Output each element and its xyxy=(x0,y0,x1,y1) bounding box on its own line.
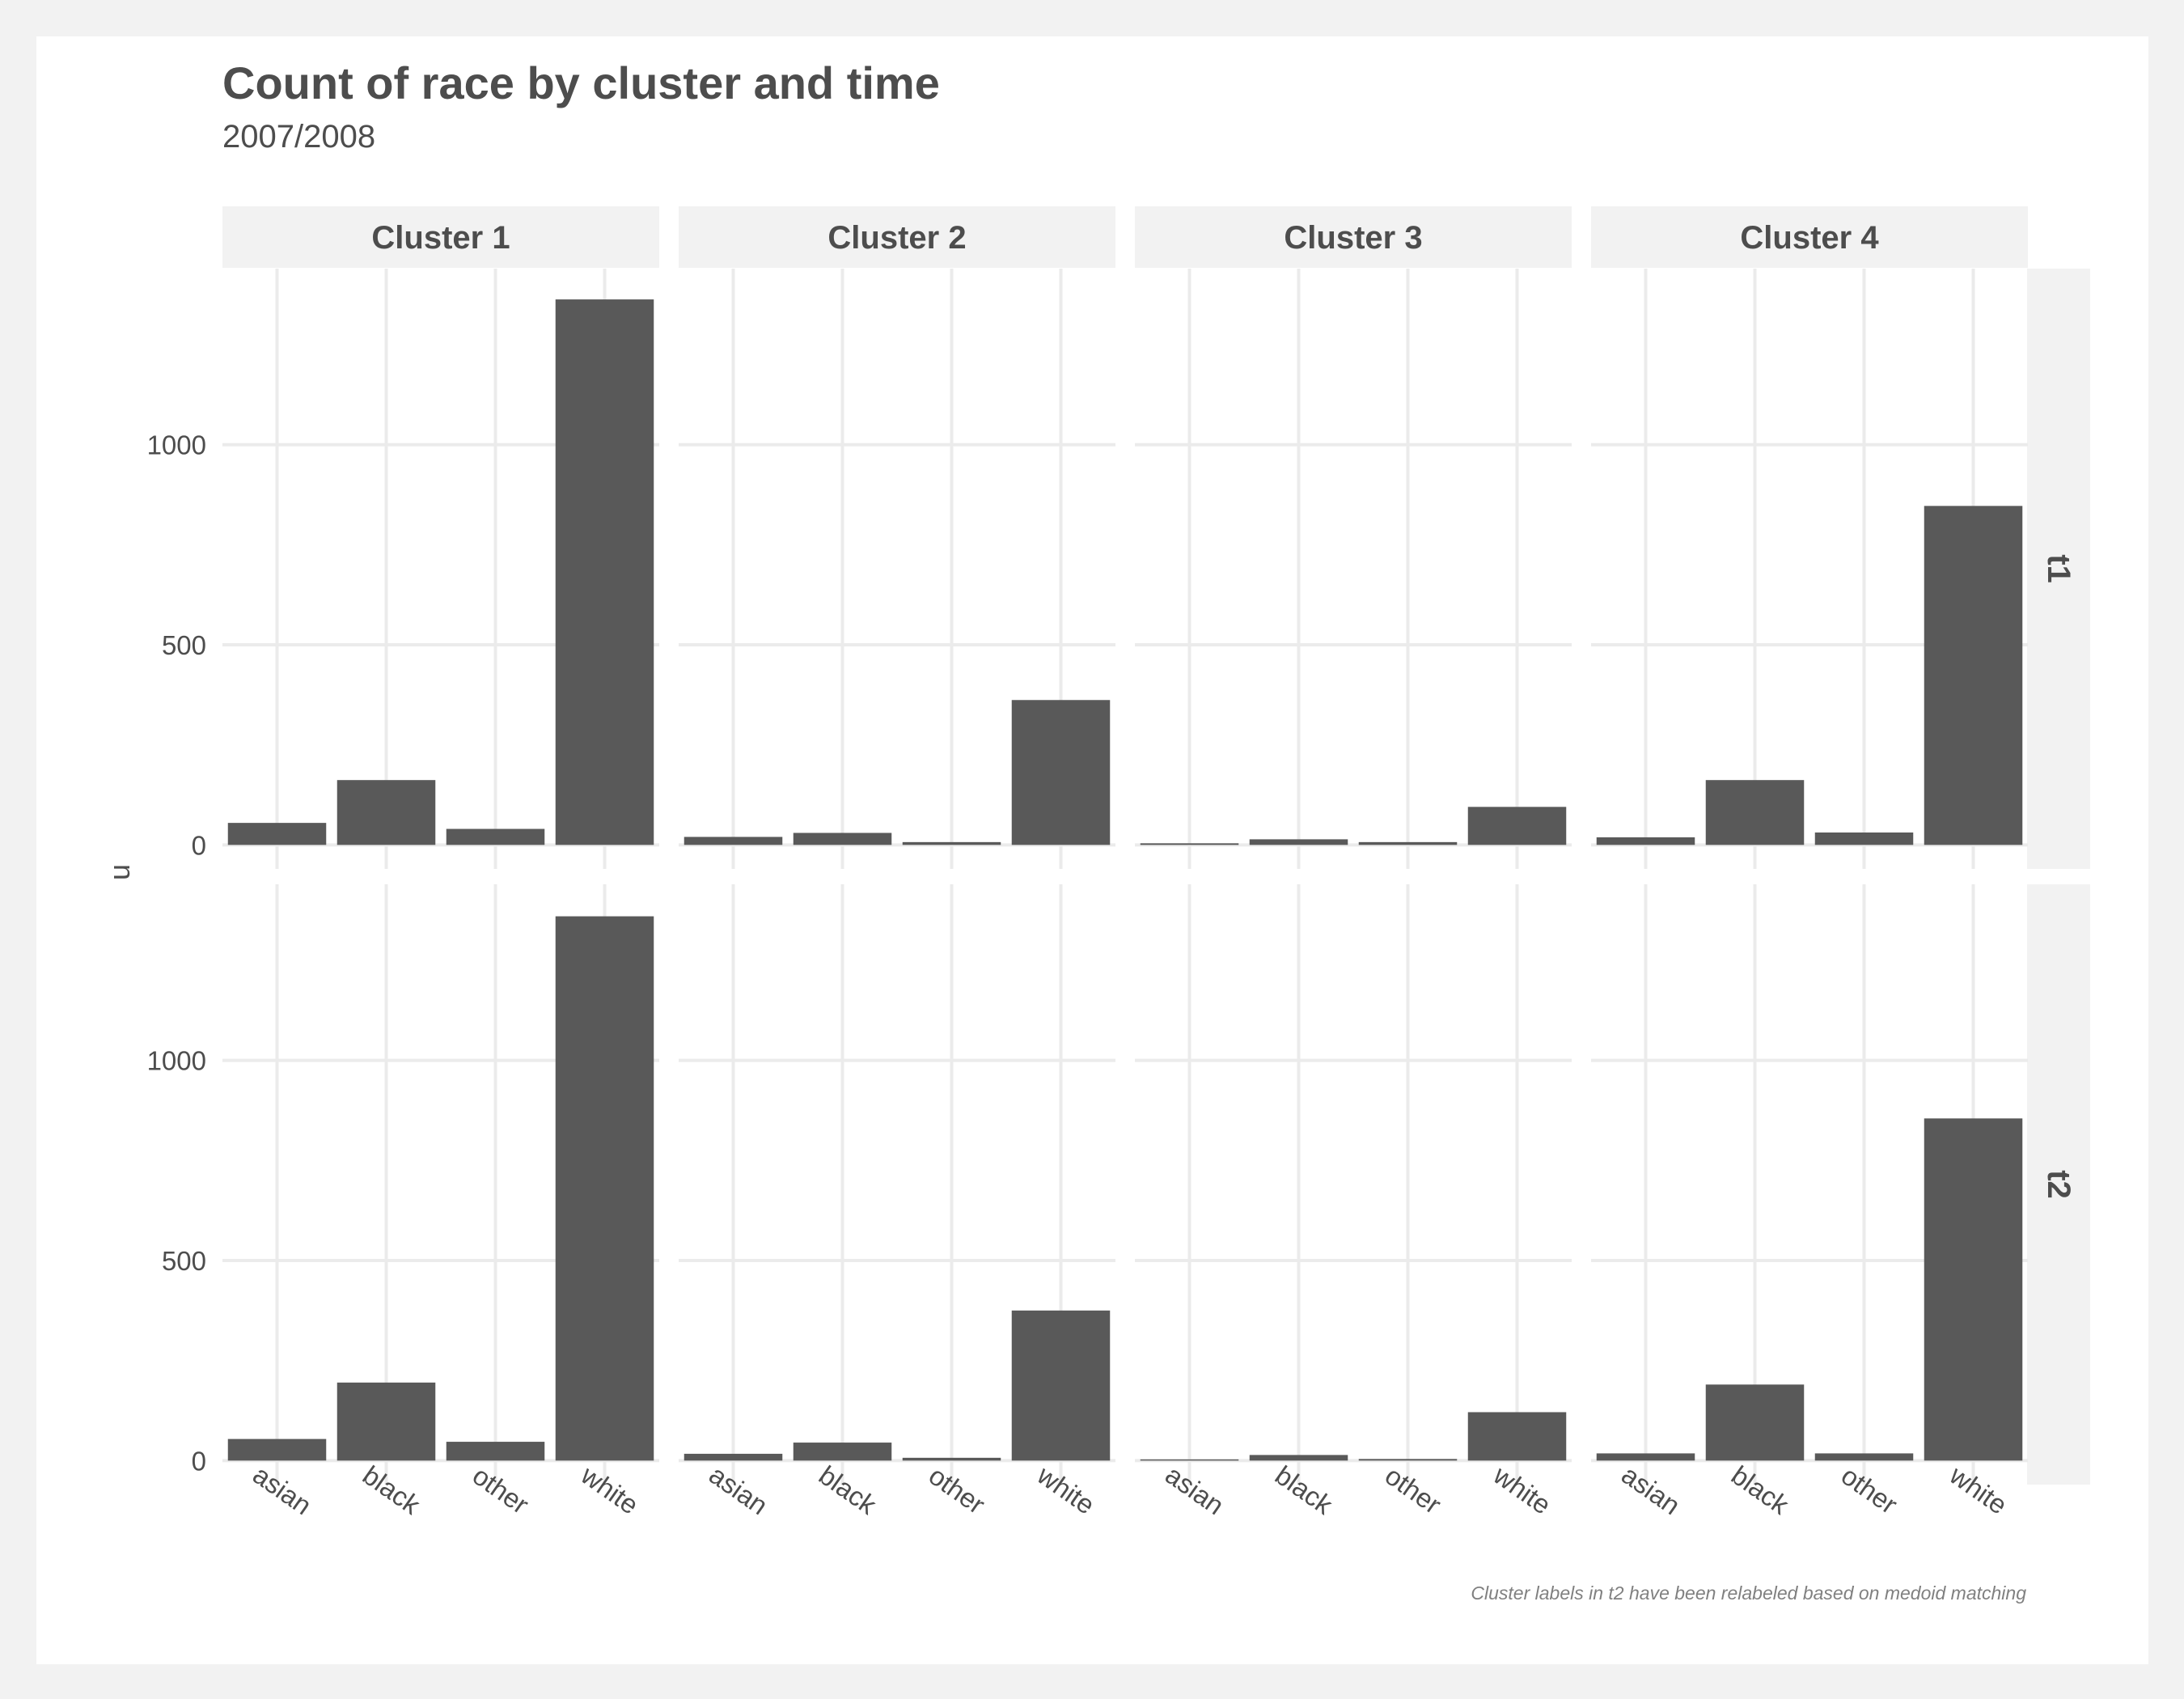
x-tick-label: black xyxy=(358,1460,426,1520)
plot-layer: Cluster 1 Cluster 2 Cluster 3 Cluster 4 t1 t2… xyxy=(147,206,2090,1520)
bar-t1-cluster1-other xyxy=(446,828,545,845)
bar-t2-cluster2-asian xyxy=(684,1453,783,1461)
row-strip-label-t2: t2 xyxy=(2041,1170,2076,1199)
bar-t2-cluster3-black xyxy=(1249,1455,1348,1461)
y-tick-label-t2: 1000 xyxy=(147,1046,206,1076)
row-strip-label-t1: t1 xyxy=(2041,554,2076,583)
y-tick-label-t2: 500 xyxy=(162,1246,206,1276)
bar-t1-cluster4-white xyxy=(1924,506,2023,845)
bar-t1-cluster1-asian xyxy=(227,823,327,845)
bar-t2-cluster4-white xyxy=(1924,1118,2023,1461)
y-tick-label-t1: 1000 xyxy=(147,430,206,460)
x-tick-label: asian xyxy=(1616,1460,1686,1521)
x-tick-label: white xyxy=(1944,1460,2013,1520)
bar-t1-cluster4-other xyxy=(1814,832,1914,845)
y-tick-label-t1: 0 xyxy=(192,830,206,860)
bar-t1-cluster2-black xyxy=(793,833,892,845)
x-tick-label: asian xyxy=(1160,1460,1230,1521)
strip-label-2: Cluster 2 xyxy=(827,220,966,256)
bar-t1-cluster3-black xyxy=(1249,839,1348,845)
chart-caption: Cluster labels in t2 have been relabeled… xyxy=(1471,1582,2026,1604)
x-tick-label: asian xyxy=(704,1460,773,1521)
x-tick-label: black xyxy=(1726,1460,1795,1520)
bar-t1-cluster2-other xyxy=(902,841,1001,845)
strip-label-1: Cluster 1 xyxy=(371,220,510,256)
bar-t2-cluster2-other xyxy=(902,1457,1001,1461)
chart-title: Count of race by cluster and time xyxy=(222,57,940,108)
bar-t2-cluster2-white xyxy=(1011,1310,1111,1461)
row-strip-t1 xyxy=(2027,269,2090,869)
y-axis-title: n xyxy=(108,864,141,880)
bar-t2-cluster1-black xyxy=(336,1382,436,1461)
bar-t1-cluster4-black xyxy=(1705,780,1805,845)
bar-t2-cluster1-asian xyxy=(227,1438,327,1461)
strip-label-4: Cluster 4 xyxy=(1740,220,1879,256)
row-strip-t2 xyxy=(2027,884,2090,1485)
bar-t2-cluster3-asian xyxy=(1140,1459,1239,1461)
bar-t1-cluster3-white xyxy=(1467,807,1567,845)
bar-t1-cluster4-asian xyxy=(1596,837,1695,845)
x-tick-label: black xyxy=(814,1460,882,1520)
x-tick-label: white xyxy=(575,1460,644,1520)
strip-4 xyxy=(1591,206,2028,268)
strip-3 xyxy=(1135,206,1572,268)
bar-t2-cluster3-other xyxy=(1358,1459,1458,1461)
strip-label-3: Cluster 3 xyxy=(1284,220,1422,256)
x-tick-label: other xyxy=(1836,1460,1903,1519)
y-tick-label-t1: 500 xyxy=(162,630,206,660)
bar-t2-cluster1-other xyxy=(446,1442,545,1461)
bar-t1-cluster2-asian xyxy=(684,837,783,845)
bar-t2-cluster4-other xyxy=(1814,1453,1914,1461)
strip-2 xyxy=(679,206,1115,268)
chart-card: Count of race by cluster and time 2007/2… xyxy=(36,36,2148,1664)
bar-t1-cluster1-black xyxy=(336,780,436,845)
bar-t1-cluster3-other xyxy=(1358,841,1458,845)
bar-t2-cluster4-black xyxy=(1705,1384,1805,1461)
bar-t2-cluster3-white xyxy=(1467,1412,1567,1461)
x-tick-label: white xyxy=(1031,1460,1100,1520)
x-tick-label: black xyxy=(1270,1460,1339,1520)
x-tick-label: other xyxy=(468,1460,535,1519)
bar-t1-cluster2-white xyxy=(1011,700,1111,845)
x-tick-label: white xyxy=(1488,1460,1556,1520)
bar-t2-cluster1-white xyxy=(555,916,654,1461)
bar-t1-cluster3-asian xyxy=(1140,843,1239,845)
y-tick-label-t2: 0 xyxy=(192,1446,206,1476)
x-tick-label: asian xyxy=(248,1460,317,1521)
bar-t2-cluster4-asian xyxy=(1596,1453,1695,1461)
bar-t1-cluster1-white xyxy=(555,299,654,845)
chart-subtitle: 2007/2008 xyxy=(222,119,375,155)
x-tick-label: other xyxy=(924,1460,991,1519)
x-tick-label: other xyxy=(1380,1460,1447,1519)
faceted-bar-chart: Count of race by cluster and time 2007/2… xyxy=(108,57,2090,1604)
strip-1 xyxy=(222,206,659,268)
bar-t2-cluster2-black xyxy=(793,1443,892,1461)
